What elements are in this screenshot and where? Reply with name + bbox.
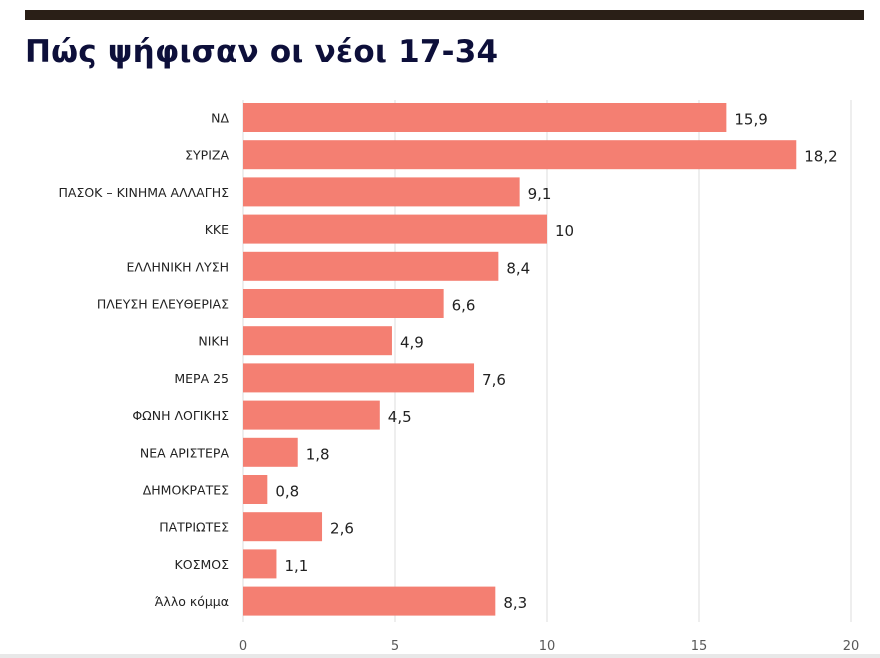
bar (243, 549, 277, 579)
data-label: 4,9 (400, 334, 424, 352)
data-label: 7,6 (482, 371, 506, 389)
category-label: ΠΑΣΟΚ – ΚΙΝΗΜΑ ΑΛΛΑΓΗΣ (59, 185, 230, 200)
x-tick-label: 10 (539, 639, 556, 654)
data-label: 8,4 (506, 259, 530, 277)
data-label: 6,6 (452, 297, 476, 315)
bar (243, 363, 475, 393)
category-label: ΚΚΕ (205, 222, 229, 237)
bar (243, 437, 298, 467)
bar (243, 289, 444, 318)
bar (243, 103, 727, 132)
data-label: 1,1 (284, 557, 308, 575)
bar (243, 140, 797, 170)
x-tick-label: 15 (691, 639, 708, 654)
category-label: ΔΗΜΟΚΡΑΤΕΣ (143, 483, 229, 498)
bar (243, 214, 547, 244)
bar (243, 512, 323, 542)
data-label: 8,3 (503, 594, 527, 612)
data-label: 15,9 (734, 111, 767, 129)
category-label: ΝΕΑ ΑΡΙΣΤΕΡΑ (140, 445, 230, 460)
x-tick-label: 0 (239, 639, 247, 654)
category-label: ΠΛΕΥΣΗ ΕΛΕΥΘΕΡΙΑΣ (97, 297, 229, 312)
bar (243, 400, 380, 430)
category-label: ΕΛΛΗΝΙΚΗ ΛΥΣΗ (127, 259, 230, 274)
data-label: 2,6 (330, 520, 354, 538)
x-tick-label: 20 (843, 639, 860, 654)
category-label: Άλλο κόμμα (155, 594, 229, 609)
bar (243, 326, 392, 356)
category-label: ΦΩΝΗ ΛΟΓΙΚΗΣ (132, 408, 229, 423)
data-label: 10 (555, 222, 574, 240)
x-tick-label: 5 (391, 639, 399, 654)
data-label: 18,2 (804, 148, 837, 166)
data-label: 1,8 (306, 445, 330, 463)
bar (243, 475, 268, 504)
category-label: ΜΕΡΑ 25 (174, 371, 229, 386)
category-label: ΚΟΣΜΟΣ (175, 557, 230, 572)
category-label: ΣΥΡΙΖΑ (185, 148, 229, 163)
bar (243, 586, 496, 616)
bar (243, 177, 520, 207)
data-label: 4,5 (388, 408, 412, 426)
bottom-strip (0, 654, 880, 658)
category-label: ΠΑΤΡΙΩΤΕΣ (159, 520, 229, 535)
category-label: ΝΙΚΗ (198, 334, 229, 349)
data-label: 0,8 (275, 483, 299, 501)
top-rule (25, 10, 864, 20)
chart-title: Πώς ψήφισαν οι νέοι 17-34 (25, 34, 499, 70)
data-label: 9,1 (528, 185, 552, 203)
bar (243, 251, 499, 281)
category-label: ΝΔ (211, 111, 229, 126)
